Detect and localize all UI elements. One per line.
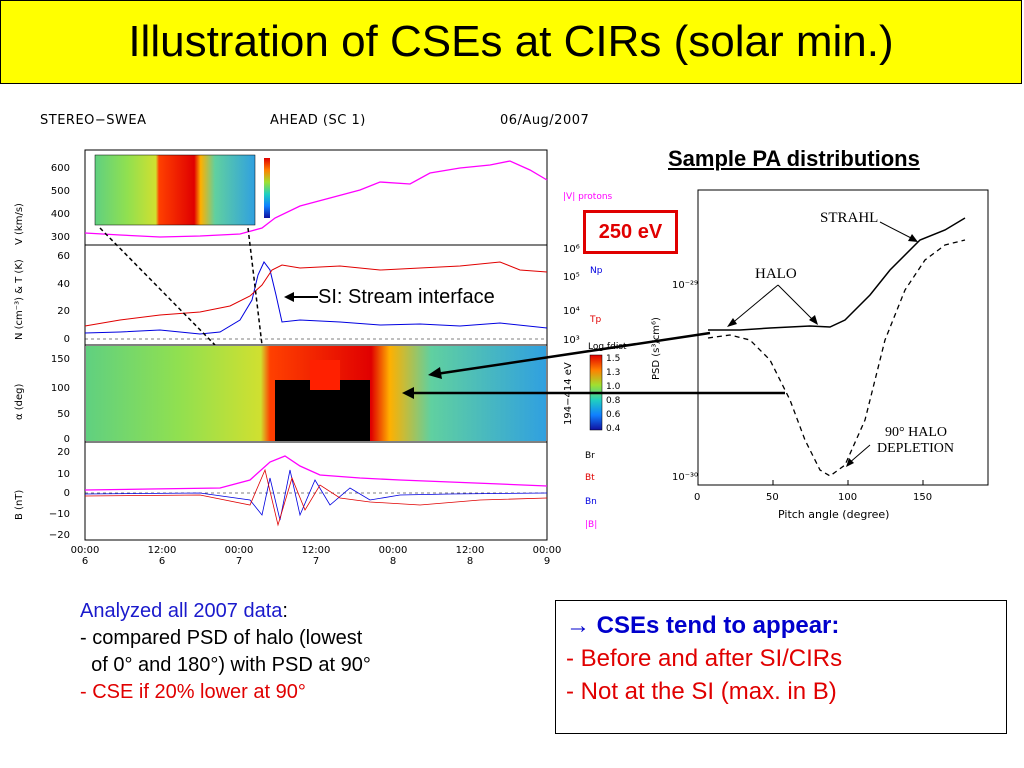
colorbar-tick: 1.5	[606, 354, 621, 364]
b-components-red	[84, 468, 548, 527]
sample-ytick-top: 10⁻²⁹	[672, 280, 699, 291]
stream-interface-label: SI: Stream interface	[318, 286, 495, 309]
pitch-right-label: 194−414 eV	[563, 362, 574, 425]
br-legend: Br	[585, 451, 595, 461]
tick: −20	[48, 530, 70, 541]
conclusion-heading: → CSEs tend to appear:	[566, 612, 840, 639]
title-bar: Illustration of CSEs at CIRs (solar min.…	[0, 0, 1022, 84]
pa-solid-curve	[708, 217, 966, 331]
sample-xtick: 150	[913, 492, 933, 503]
sample-xtick: 50	[766, 492, 779, 503]
density-ylabel: N (cm⁻³) & T (K)	[14, 259, 25, 340]
conclusion-box: → CSEs tend to appear: - Before and afte…	[555, 600, 1007, 734]
analysis-line: of 0° and 180°) with PSD at 90°	[80, 654, 371, 676]
time-tick: 00:00 8	[378, 545, 408, 567]
colorbar-tick: 1.0	[606, 382, 621, 392]
tp-line	[84, 261, 548, 327]
tick: 0	[63, 334, 70, 345]
tick: 100	[50, 383, 70, 394]
tick: 20	[57, 447, 70, 458]
time-tick: 00:00 9	[532, 545, 562, 567]
si-dashed-right	[247, 227, 263, 346]
colorbar-tick: 1.3	[606, 368, 621, 378]
np-line	[84, 261, 548, 335]
time-tick: 12:00 6	[147, 545, 177, 567]
colorbar-tick: 0.4	[606, 424, 621, 434]
depletion-region	[275, 380, 370, 441]
bn-legend: Bn	[585, 497, 597, 507]
colorbar-title: Log fdist	[588, 342, 627, 352]
b-components	[84, 469, 548, 521]
tick: −10	[48, 509, 70, 520]
inset-spectrogram	[95, 155, 255, 225]
conclusion-item: - Before and after SI/CIRs	[566, 645, 843, 672]
strahl-label: STRAHL	[820, 210, 879, 226]
time-tick: 12:00 8	[455, 545, 485, 567]
right-tick: 10³	[563, 335, 580, 346]
slide-title: Illustration of CSEs at CIRs (solar min.…	[128, 17, 894, 66]
tick: 0	[63, 488, 70, 499]
tick: 600	[50, 163, 70, 174]
velocity-legend: |V| protons	[563, 192, 613, 202]
tick: 500	[50, 186, 70, 197]
sample-xtick: 0	[694, 492, 701, 503]
time-tick: 12:00 7	[301, 545, 331, 567]
conclusion-item: - Not at the SI (max. in B)	[566, 678, 837, 705]
analysis-criterion: - CSE if 20% lower at 90°	[80, 681, 306, 703]
panel-frames	[84, 149, 548, 541]
sample-xlabel: Pitch angle (degree)	[778, 508, 890, 521]
tick: 40	[57, 279, 70, 290]
pitch-ylabel: α (deg)	[14, 383, 25, 420]
tick: 0	[63, 434, 70, 445]
plot-header-right: 06/Aug/2007	[500, 113, 590, 128]
right-tick: 10⁴	[563, 306, 580, 317]
right-tick: 10⁶	[563, 244, 580, 255]
bt-legend: Bt	[585, 473, 595, 483]
sample-ylabel: PSD (s³/cm⁶)	[651, 317, 662, 380]
right-tick: 10⁵	[563, 272, 580, 283]
b-magnitude	[84, 455, 548, 491]
colorbar-tick: 0.8	[606, 396, 621, 406]
np-legend: Np	[590, 266, 603, 276]
tick: 60	[57, 251, 70, 262]
sample-xtick: 100	[838, 492, 858, 503]
tick: 20	[57, 306, 70, 317]
inset-colorbar	[264, 158, 270, 218]
analysis-line: - compared PSD of halo (lowest	[80, 627, 363, 649]
tick: 50	[57, 409, 70, 420]
sample-ytick-bottom: 10⁻³⁰	[672, 472, 699, 483]
time-tick: 00:00 7	[224, 545, 254, 567]
arrow-icon: →	[566, 612, 590, 639]
plot-header-center: AHEAD (SC 1)	[270, 113, 366, 128]
si-dashed-left	[99, 227, 216, 346]
bmag-legend: |B|	[585, 520, 598, 530]
tick: 150	[50, 354, 70, 365]
tp-legend: Tp	[590, 315, 602, 325]
colorbar-tick: 0.6	[606, 410, 621, 420]
plot-header-left: STEREO−SWEA	[40, 113, 147, 128]
pointer-arrow-upper	[435, 331, 711, 376]
velocity-ylabel: V (km/s)	[14, 203, 25, 245]
analysis-heading: Analyzed all 2007 data	[80, 600, 283, 622]
tick: 300	[50, 232, 70, 243]
tick: 400	[50, 209, 70, 220]
sample-title: Sample PA distributions	[668, 146, 920, 171]
time-tick: 00:00 6	[70, 545, 100, 567]
velocity-line	[84, 160, 548, 238]
halo-label: HALO	[755, 266, 797, 282]
depletion-label: 90° HALO DEPLETION	[877, 425, 954, 456]
analysis-text: Analyzed all 2007 data: - compared PSD o…	[80, 598, 371, 706]
sample-plot-frame	[697, 189, 989, 486]
field-ylabel: B (nT)	[14, 489, 25, 520]
tick: 10	[57, 469, 70, 480]
energy-box: 250 eV	[583, 210, 678, 254]
